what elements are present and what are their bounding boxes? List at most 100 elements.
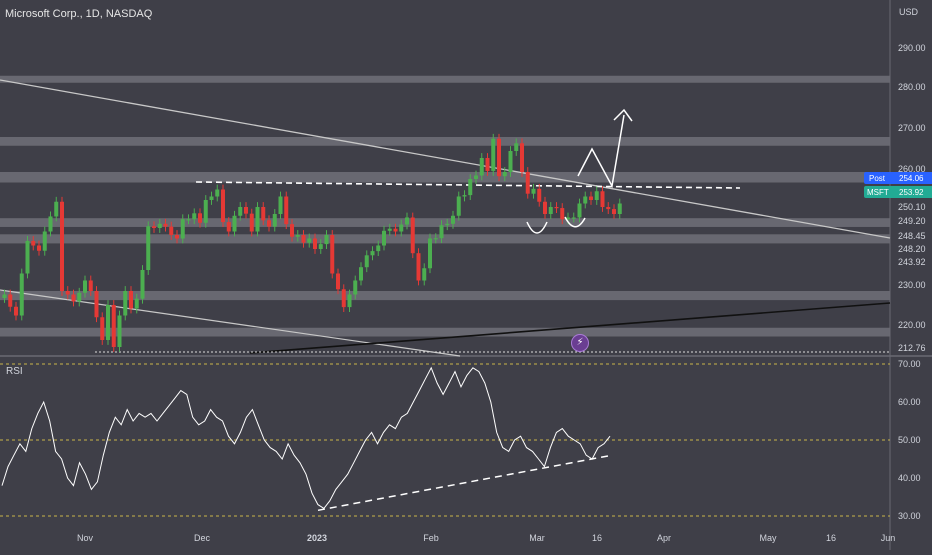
ascending-trendline[interactable] bbox=[249, 302, 891, 354]
time-tick-label: Mar bbox=[529, 533, 545, 543]
candle-body bbox=[502, 172, 507, 177]
candle-body bbox=[129, 291, 133, 309]
price-tick-label: 243.92 bbox=[898, 257, 926, 267]
zone-band bbox=[0, 172, 890, 183]
candle-body bbox=[100, 317, 105, 340]
candle-body bbox=[48, 216, 53, 232]
rsi-tick-label: 60.00 bbox=[898, 397, 921, 407]
zone-band bbox=[0, 137, 890, 146]
candle-body bbox=[83, 280, 87, 293]
price-tick-label: 212.76 bbox=[898, 343, 926, 353]
candle-body bbox=[594, 191, 599, 200]
zone-band bbox=[0, 327, 890, 337]
candle-body bbox=[244, 207, 248, 214]
candle-body bbox=[508, 151, 513, 172]
candle-body bbox=[468, 179, 473, 196]
candle-body bbox=[548, 207, 553, 214]
candle-body bbox=[186, 219, 191, 221]
candle-body bbox=[462, 195, 467, 197]
candle-body bbox=[215, 189, 220, 197]
time-tick-label: 2023 bbox=[307, 533, 327, 543]
price-tick-label: 248.45 bbox=[898, 231, 926, 241]
candle-body bbox=[180, 219, 185, 239]
candle-body bbox=[318, 244, 323, 249]
candle-body bbox=[272, 214, 277, 227]
time-axis[interactable]: Nov Dec 2023 Feb Mar 16 Apr May 16 Jun bbox=[77, 533, 895, 543]
rsi-trendline[interactable] bbox=[317, 454, 613, 512]
candle-body bbox=[19, 273, 24, 316]
arrow-head[interactable] bbox=[613, 108, 633, 122]
rsi-axis[interactable]: 70.00 60.00 50.00 40.00 30.00 bbox=[898, 359, 921, 521]
candle-body bbox=[537, 188, 542, 202]
candle-body bbox=[249, 213, 254, 232]
candle-body bbox=[94, 291, 99, 318]
rsi-line bbox=[1, 366, 611, 510]
projection-path[interactable] bbox=[577, 114, 625, 189]
neckline-dashed[interactable] bbox=[195, 181, 741, 189]
candle-body bbox=[60, 201, 64, 291]
annotations[interactable] bbox=[526, 108, 633, 234]
price-tick-label: 270.00 bbox=[898, 123, 926, 133]
candle-body bbox=[485, 158, 490, 171]
candle-body bbox=[543, 201, 547, 214]
candle-body bbox=[359, 267, 363, 281]
candle-body bbox=[324, 235, 329, 245]
candle-body bbox=[238, 207, 243, 216]
candle-body bbox=[600, 191, 605, 207]
candle-body bbox=[175, 235, 179, 239]
lightning-icon[interactable]: ⚡ bbox=[571, 334, 589, 352]
post-tag-label: Post bbox=[869, 174, 886, 183]
bottom-arc-1[interactable] bbox=[526, 221, 548, 234]
candle-body bbox=[307, 238, 312, 243]
candle-body bbox=[387, 228, 392, 231]
candle-body bbox=[416, 253, 421, 281]
price-tick-label: 220.00 bbox=[898, 320, 926, 330]
candle-body bbox=[37, 245, 41, 251]
price-tick-label: 230.00 bbox=[898, 280, 926, 290]
candle-body bbox=[520, 143, 524, 172]
candle-body bbox=[77, 292, 82, 302]
candle-body bbox=[405, 217, 409, 225]
candle-body bbox=[451, 215, 455, 224]
zone-band bbox=[0, 218, 890, 227]
candle-body bbox=[341, 289, 346, 308]
zone-band bbox=[0, 75, 890, 83]
candle-body bbox=[261, 207, 266, 221]
candle-body bbox=[295, 235, 300, 237]
candle-body bbox=[560, 208, 565, 220]
candle-body bbox=[514, 143, 519, 151]
candle-body bbox=[382, 230, 386, 246]
candle-body bbox=[267, 220, 271, 227]
price-tick-label: 248.20 bbox=[898, 244, 926, 254]
candle-body bbox=[25, 240, 30, 274]
candle-body bbox=[134, 298, 139, 309]
candle-body bbox=[31, 240, 36, 246]
lower-trendline[interactable] bbox=[0, 289, 461, 357]
bottom-arc-2[interactable] bbox=[564, 216, 586, 228]
rsi-label[interactable]: RSI bbox=[6, 366, 23, 377]
candle-body bbox=[157, 223, 162, 228]
time-tick-label: Jun bbox=[881, 533, 896, 543]
rsi-tick-label: 50.00 bbox=[898, 435, 921, 445]
candle-body bbox=[479, 158, 484, 176]
chart-title: Microsoft Corp., 1D, NASDAQ bbox=[5, 8, 153, 20]
candle-body bbox=[577, 203, 582, 218]
time-tick-label: May bbox=[759, 533, 777, 543]
candle-body bbox=[71, 294, 76, 302]
price-axis[interactable]: 290.00 280.00 270.00 260.00 250.10 249.20 248.… bbox=[898, 43, 926, 353]
last-price-tag: MSFT 253.92 bbox=[864, 186, 932, 198]
candle-body bbox=[42, 231, 47, 251]
price-tick-label: 249.20 bbox=[898, 216, 926, 226]
price-tick-label: 260.00 bbox=[898, 164, 926, 174]
candle-body bbox=[313, 238, 317, 249]
candle-body bbox=[146, 226, 151, 270]
time-tick-label: Feb bbox=[423, 533, 439, 543]
candle-body bbox=[226, 222, 231, 232]
candle-body bbox=[169, 226, 174, 235]
descending-trendline[interactable] bbox=[0, 79, 891, 239]
price-tick-label: 280.00 bbox=[898, 82, 926, 92]
candle-body bbox=[612, 209, 616, 214]
trendlines[interactable] bbox=[0, 79, 891, 357]
